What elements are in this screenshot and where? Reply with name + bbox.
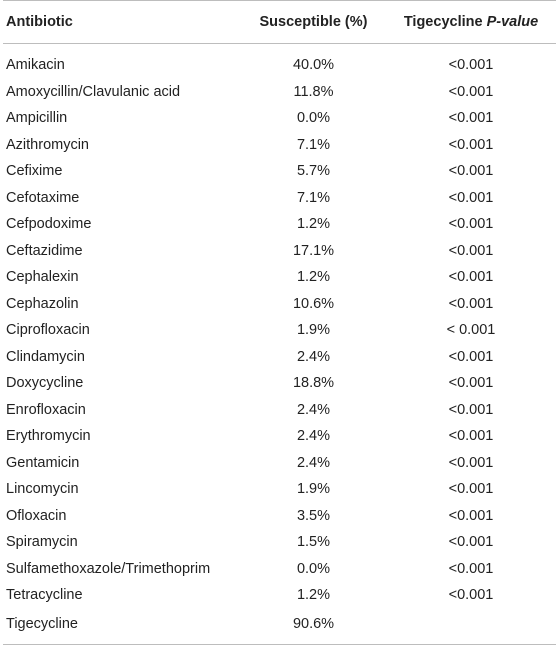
cell-p-value: <0.001 <box>448 83 494 100</box>
cell-antibiotic: Cefpodoxime <box>6 216 92 233</box>
cell-p-value: <0.001 <box>448 375 494 392</box>
table-row: Ofloxacin 3.5% <0.001 <box>3 503 556 530</box>
cell-antibiotic: Tetracycline <box>6 587 83 604</box>
cell-susceptible: 2.4% <box>296 401 331 418</box>
table-row: Azithromycin 7.1% <0.001 <box>3 132 556 159</box>
cell-antibiotic: Doxycycline <box>6 375 84 392</box>
cell-antibiotic: Erythromycin <box>6 428 91 445</box>
cell-susceptible: 10.6% <box>292 295 335 312</box>
header-antibiotic: Antibiotic <box>3 0 241 44</box>
cell-p-value: < 0.001 <box>446 322 496 339</box>
cell-susceptible: 2.4% <box>296 454 331 471</box>
cell-p-value: <0.001 <box>448 587 494 604</box>
table-header: Antibiotic Susceptible (%) Tigecycline P… <box>3 0 556 44</box>
cell-p-value: <0.001 <box>448 242 494 259</box>
cell-p-value: <0.001 <box>448 269 494 286</box>
cell-p-value: <0.001 <box>448 163 494 180</box>
cell-p-value: <0.001 <box>448 295 494 312</box>
cell-antibiotic: Tigecycline <box>3 608 241 645</box>
table-row: Spiramycin 1.5% <0.001 <box>3 529 556 556</box>
cell-p-value: <0.001 <box>448 560 494 577</box>
table-row: Doxycycline 18.8% <0.001 <box>3 370 556 397</box>
cell-p-value: <0.001 <box>448 534 494 551</box>
table-body: Amikacin 40.0% <0.001 Amoxycillin/Clavulani… <box>3 44 556 645</box>
cell-p-value: <0.001 <box>448 216 494 233</box>
cell-antibiotic: Cephazolin <box>6 295 79 312</box>
table-row: Enrofloxacin 2.4% <0.001 <box>3 397 556 424</box>
table-row: Erythromycin 2.4% <0.001 <box>3 423 556 450</box>
table-row: Cephalexin 1.2% <0.001 <box>3 264 556 291</box>
cell-susceptible: 11.8% <box>293 83 334 100</box>
cell-susceptible: 17.1% <box>292 242 335 259</box>
table-row: Clindamycin 2.4% <0.001 <box>3 344 556 371</box>
table-row: Cefotaxime 7.1% <0.001 <box>3 185 556 212</box>
cell-susceptible: 7.1% <box>296 136 331 153</box>
cell-p-value: <0.001 <box>448 507 494 524</box>
cell-susceptible: 1.2% <box>296 216 331 233</box>
table-row: Sulfamethoxazole/Trimethoprim 0.0% <0.001 <box>3 556 556 583</box>
cell-antibiotic: Spiramycin <box>6 534 78 551</box>
cell-antibiotic: Sulfamethoxazole/Trimethoprim <box>6 560 211 577</box>
cell-p-value: <0.001 <box>448 136 494 153</box>
cell-antibiotic: Amikacin <box>6 57 65 74</box>
cell-antibiotic: Lincomycin <box>6 481 79 498</box>
cell-p-value <box>386 608 556 645</box>
cell-susceptible: 1.5% <box>296 534 331 551</box>
cell-antibiotic: Ceftazidime <box>6 242 83 259</box>
cell-antibiotic: Ampicillin <box>6 110 68 127</box>
cell-susceptible: 2.4% <box>296 348 331 365</box>
table-row: Amoxycillin/Clavulanic acid 11.8% <0.001 <box>3 79 556 106</box>
cell-p-value: <0.001 <box>448 57 494 74</box>
cell-susceptible: 90.6% <box>241 608 386 645</box>
cell-susceptible: 0.0% <box>296 560 331 577</box>
cell-susceptible: 2.4% <box>296 428 331 445</box>
cell-susceptible: 5.7% <box>296 163 331 180</box>
cell-susceptible: 18.8% <box>292 375 335 392</box>
cell-antibiotic: Cefotaxime <box>6 189 80 206</box>
table-row: Cefixime 5.7% <0.001 <box>3 158 556 185</box>
table-row: Cephazolin 10.6% <0.001 <box>3 291 556 318</box>
table-row: Amikacin 40.0% <0.001 <box>3 44 556 79</box>
cell-susceptible: 0.0% <box>296 110 331 127</box>
cell-antibiotic: Ofloxacin <box>6 507 67 524</box>
cell-antibiotic: Amoxycillin/Clavulanic acid <box>6 83 181 100</box>
cell-antibiotic: Gentamicin <box>6 454 80 471</box>
cell-p-value: <0.001 <box>448 481 494 498</box>
table-row: Tigecycline 90.6% <box>3 608 556 645</box>
cell-susceptible: 1.9% <box>296 481 331 498</box>
table-row: Ceftazidime 17.1% <0.001 <box>3 238 556 265</box>
cell-antibiotic: Cefixime <box>6 163 63 180</box>
header-tigecycline-p-value: Tigecycline P-value <box>386 0 556 44</box>
cell-p-value: <0.001 <box>448 348 494 365</box>
cell-susceptible: 1.9% <box>296 322 331 339</box>
antibiotic-susceptibility-table: Antibiotic Susceptible (%) Tigecycline P… <box>3 0 556 645</box>
table-row: Tetracycline 1.2% <0.001 <box>3 582 556 609</box>
cell-antibiotic: Enrofloxacin <box>6 401 86 418</box>
cell-susceptible: 40.0% <box>292 57 335 74</box>
cell-p-value: <0.001 <box>448 110 494 127</box>
cell-p-value: <0.001 <box>448 189 494 206</box>
cell-susceptible: 7.1% <box>296 189 331 206</box>
cell-susceptible: 1.2% <box>296 587 331 604</box>
header-susceptible: Susceptible (%) <box>241 0 386 44</box>
table-row: Ciprofloxacin 1.9% < 0.001 <box>3 317 556 344</box>
cell-antibiotic: Ciprofloxacin <box>6 322 90 339</box>
header-p-value-italic: P-value <box>486 14 539 30</box>
cell-antibiotic: Azithromycin <box>6 136 89 153</box>
header-tigecycline-prefix: Tigecycline <box>403 14 487 30</box>
table-row: Gentamicin 2.4% <0.001 <box>3 450 556 477</box>
cell-p-value: <0.001 <box>448 401 494 418</box>
table-row: Ampicillin 0.0% <0.001 <box>3 105 556 132</box>
cell-p-value: <0.001 <box>448 454 494 471</box>
header-row: Antibiotic Susceptible (%) Tigecycline P… <box>3 0 556 44</box>
cell-antibiotic: Cephalexin <box>6 269 79 286</box>
cell-susceptible: 3.5% <box>296 507 331 524</box>
cell-antibiotic: Clindamycin <box>6 348 85 365</box>
table-row: Cefpodoxime 1.2% <0.001 <box>3 211 556 238</box>
cell-susceptible: 1.2% <box>296 269 331 286</box>
table-row: Lincomycin 1.9% <0.001 <box>3 476 556 503</box>
cell-p-value: <0.001 <box>448 428 494 445</box>
